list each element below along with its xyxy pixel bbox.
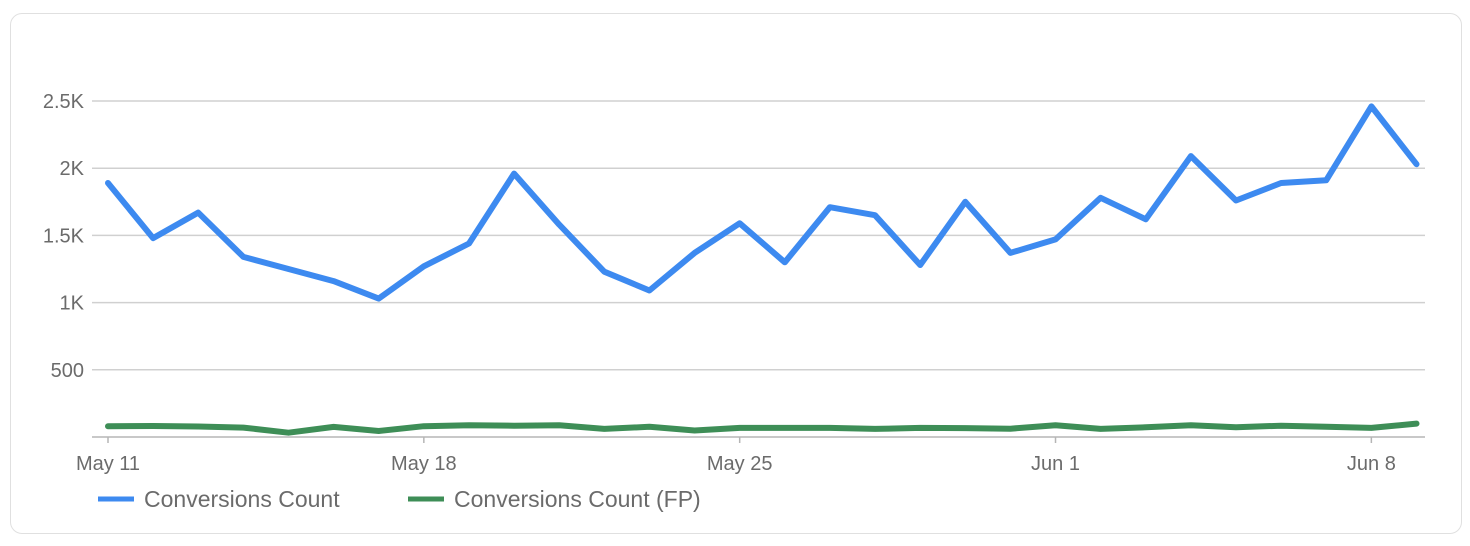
y-tick-label: 1K [60, 293, 85, 315]
legend-label-2: Conversions Count (FP) [454, 486, 701, 512]
series-line-1 [105, 103, 1420, 302]
y-axis-ticks: 500 1K 1.5K 2K 2.5K [43, 91, 85, 382]
chart-card [10, 13, 1462, 534]
series-lines [105, 103, 1420, 436]
x-tick-label: Jun 1 [1031, 453, 1080, 475]
y-tick-label: 500 [51, 360, 84, 382]
x-tick-label: May 11 [76, 453, 140, 475]
legend: Conversions Count Conversions Count (FP) [98, 486, 701, 512]
legend-label-1: Conversions Count [144, 486, 340, 512]
x-axis [92, 436, 1425, 443]
series-line-2 [105, 420, 1420, 436]
x-tick-label: Jun 8 [1347, 453, 1396, 475]
x-tick-label: May 25 [707, 453, 773, 475]
y-tick-label: 2.5K [43, 91, 85, 113]
x-tick-label: May 18 [391, 453, 457, 475]
y-tick-label: 1.5K [43, 225, 85, 247]
y-tick-label: 2K [60, 158, 85, 180]
gridlines [92, 100, 1425, 371]
x-axis-ticks: May 11 May 18 May 25 Jun 1 Jun 8 [76, 453, 1396, 475]
